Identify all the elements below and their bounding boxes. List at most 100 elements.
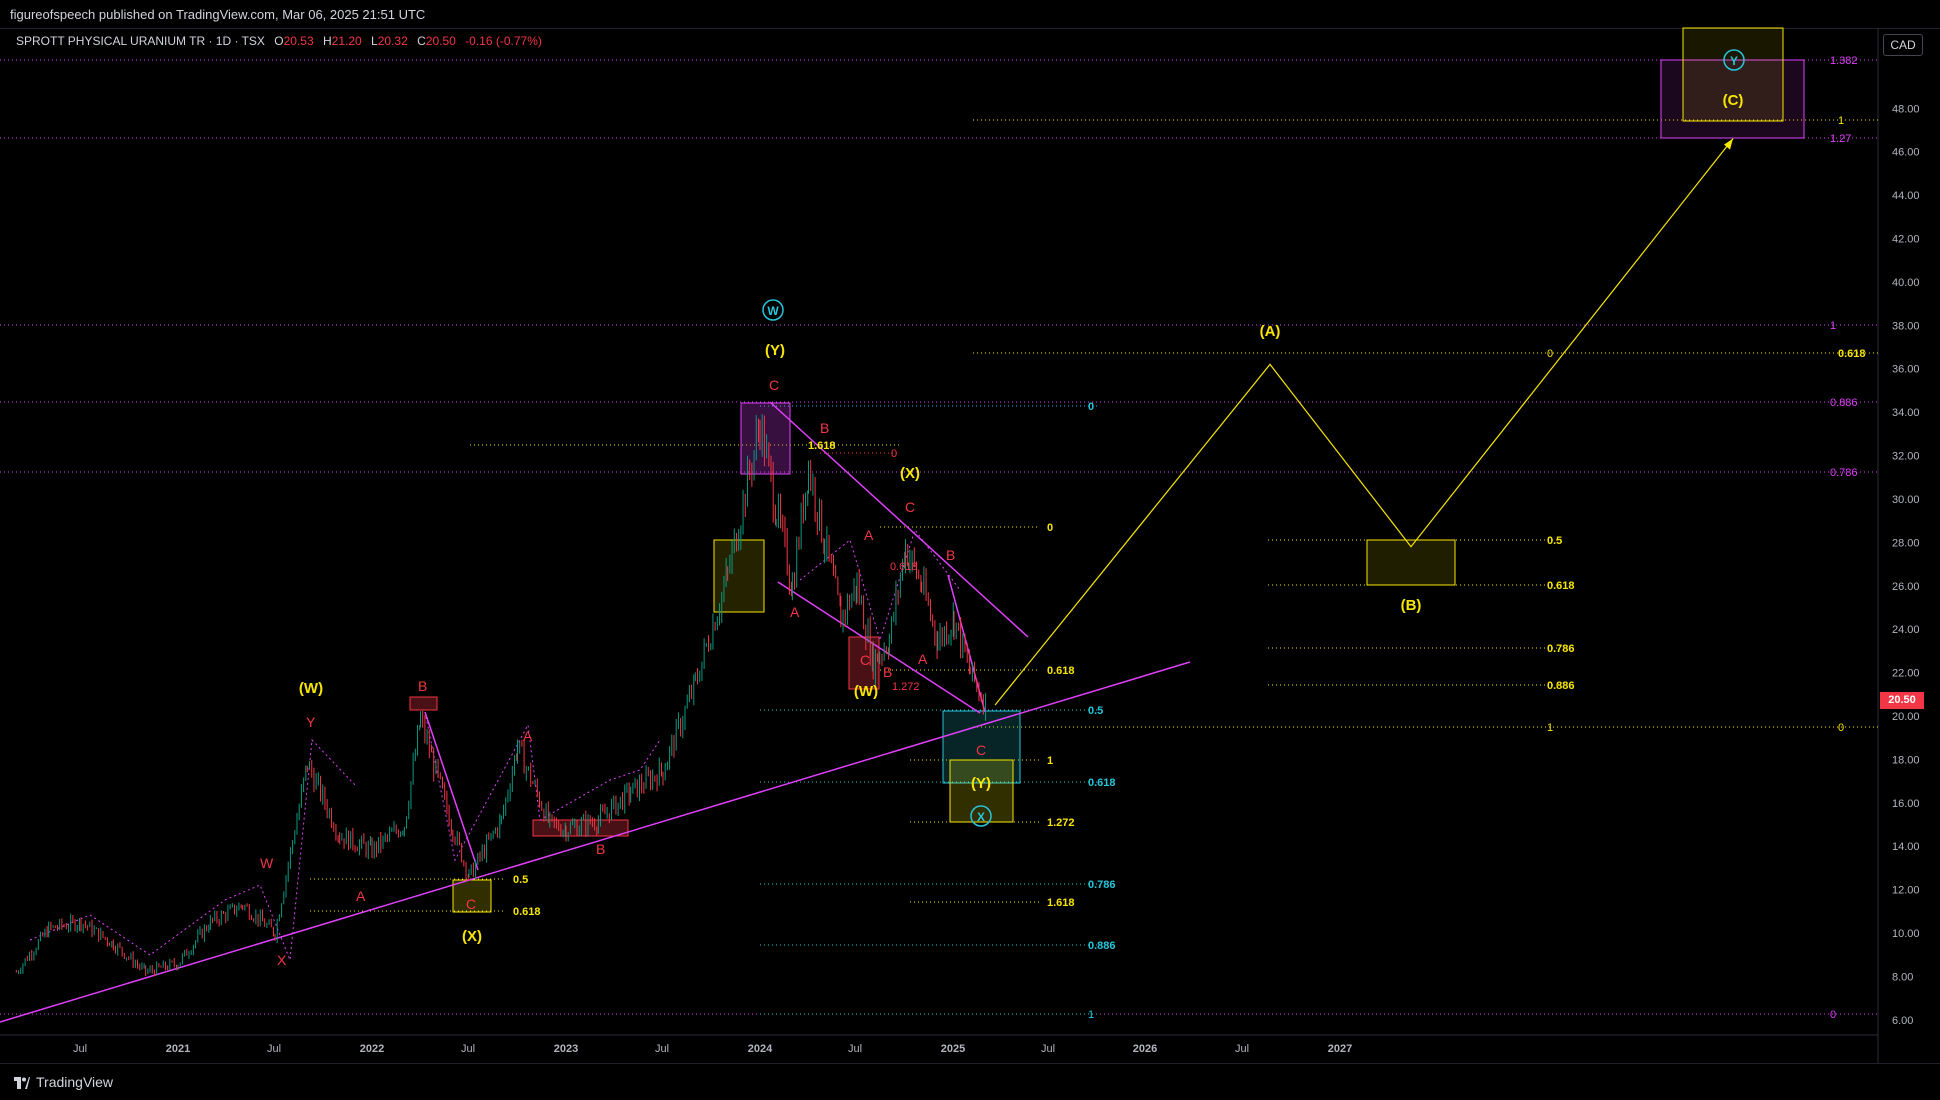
footer-bar: TradingView (0, 1063, 1940, 1100)
price-tick-9: 24.00 (1892, 624, 1920, 636)
price-tick-2: 10.00 (1892, 928, 1920, 940)
sw-c4: C (905, 499, 915, 515)
sw-a5: A (918, 651, 928, 667)
price-tick-11: 28.00 (1892, 537, 1920, 549)
circle-x: X (977, 810, 985, 824)
price-tick-21: 48.00 (1892, 103, 1920, 115)
projection-arrowhead (1724, 138, 1733, 150)
y-1-mid: 1 (1047, 755, 1053, 767)
y-1272: 1.272 (1047, 817, 1075, 829)
wave-x-mid: (X) (900, 465, 920, 482)
f-0886-r: 0.886 (1830, 397, 1858, 409)
price-tick-18: 42.00 (1892, 234, 1920, 246)
sw-a4: A (864, 527, 874, 543)
f-127: 1.27 (1830, 133, 1851, 145)
close-label: C (417, 34, 426, 48)
f-1382: 1.382 (1830, 55, 1858, 67)
sw-a3: A (790, 604, 800, 620)
tradingview-brand[interactable]: TradingView (14, 1074, 113, 1090)
f-1-mag: 1 (1830, 320, 1836, 332)
time-tick-12: Jul (1235, 1043, 1249, 1055)
y-0618-left: 0.618 (513, 906, 541, 918)
fib-text: 1.382 1.27 1 1 0.618 0.886 0.786 0 0 0 0… (513, 55, 1866, 1021)
time-tick-2: Jul (267, 1043, 281, 1055)
wave-w-mid: (W) (854, 683, 878, 700)
r-1272: 1.272 (892, 681, 920, 693)
price-tick-10: 26.00 (1892, 581, 1920, 593)
sw-b3: B (820, 420, 829, 436)
projection-path (994, 138, 1734, 706)
price-tick-1: 8.00 (1892, 971, 1913, 983)
y-05-left: 0.5 (513, 874, 528, 886)
symbol-name: SPROTT PHYSICAL URANIUM TR · 1D · TSX (16, 34, 265, 48)
publish-info: figureofspeech published on TradingView.… (10, 7, 426, 22)
y-0886: 0.886 (1547, 680, 1575, 692)
wave-c-proj: (C) (1723, 92, 1744, 109)
price-tick-16: 38.00 (1892, 320, 1920, 332)
wave-labels: (W) (Y) (X) (W) (Y) (X) (A) (B) (C) (299, 92, 1743, 945)
time-tick-9: 2025 (941, 1043, 965, 1055)
y-1618: 1.618 (1047, 897, 1075, 909)
c-0618: 0.618 (1088, 777, 1116, 789)
y-0618-mid: 0.618 (1047, 665, 1075, 677)
price-tick-7: 20.00 (1892, 711, 1920, 723)
sw-y: Y (306, 714, 316, 730)
wave-x-left: (X) (462, 928, 482, 945)
high-value: 21.20 (331, 34, 362, 48)
time-tick-7: 2024 (748, 1043, 773, 1055)
price-tick-14: 34.00 (1892, 407, 1920, 419)
change-value: -0.16 (-0.77%) (465, 34, 542, 48)
y-0-top: 0 (1547, 348, 1553, 360)
wave-y-top: (Y) (765, 342, 785, 359)
sw-c2: C (769, 377, 779, 393)
sw-b2: B (596, 841, 605, 857)
c-0886: 0.886 (1088, 940, 1116, 952)
circle-w: W (767, 304, 779, 318)
y-0618: 0.618 (1547, 580, 1575, 592)
close-value: 20.50 (425, 34, 456, 48)
price-tick-15: 36.00 (1892, 364, 1920, 376)
time-tick-4: Jul (461, 1043, 475, 1055)
wave-b-proj: (B) (1401, 597, 1422, 614)
price-tick-17: 40.00 (1892, 277, 1920, 289)
price-axis[interactable]: 6.00 8.00 10.00 12.00 14.00 16.00 18.00 20.00 22… (1892, 103, 1920, 1027)
sw-c5: C (976, 742, 986, 758)
low-value: 20.32 (377, 34, 408, 48)
low-label: L (371, 34, 378, 48)
r-0618: 0.618 (890, 561, 918, 573)
time-axis[interactable]: Jul 2021 Jul 2022 Jul 2023 Jul 2024 Jul 2025 Jul 20… (73, 1043, 1352, 1055)
target-zones (409, 27, 1805, 913)
open-label: O (274, 34, 284, 48)
price-tick-12: 30.00 (1892, 494, 1920, 506)
c-0: 0 (1088, 401, 1094, 413)
y-0786: 0.786 (1547, 643, 1575, 655)
time-tick-6: Jul (655, 1043, 669, 1055)
price-tick-4: 14.00 (1892, 841, 1920, 853)
price-tick-13: 32.00 (1892, 451, 1920, 463)
f-0-r: 0 (1838, 722, 1844, 734)
time-tick-10: Jul (1041, 1043, 1055, 1055)
sw-a1: A (356, 888, 366, 904)
f-0786-r: 0.786 (1830, 467, 1858, 479)
publish-bar: figureofspeech published on TradingView.… (0, 0, 1940, 29)
wave-y-bot: (Y) (971, 775, 991, 792)
wave-w-top: (W) (299, 680, 323, 697)
c-0786: 0.786 (1088, 879, 1116, 891)
price-tick-8: 22.00 (1892, 668, 1920, 680)
circle-y: Y (1730, 54, 1738, 68)
currency-button[interactable]: CAD (1883, 34, 1923, 56)
sw-c3: C (860, 652, 870, 668)
sw-a2: A (523, 728, 533, 744)
tradingview-logo-icon (14, 1076, 30, 1089)
last-price-tag: 20.50 (1880, 692, 1924, 709)
open-value: 20.53 (283, 34, 314, 48)
time-tick-5: 2023 (554, 1043, 578, 1055)
sub-wave-labels: W X Y A B C A B C A B C A B C A B C (260, 377, 986, 968)
price-tick-0: 6.00 (1892, 1015, 1913, 1027)
time-tick-3: 2022 (360, 1043, 384, 1055)
projection-line (994, 138, 1734, 706)
sw-b4: B (883, 664, 892, 680)
r-0: 0 (891, 448, 897, 460)
time-tick-13: 2027 (1328, 1043, 1352, 1055)
